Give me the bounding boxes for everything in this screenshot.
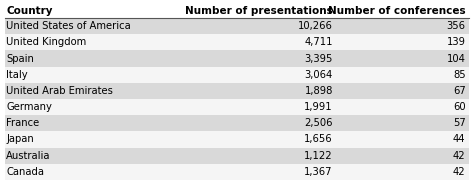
Text: Number of conferences: Number of conferences [328, 6, 465, 16]
FancyBboxPatch shape [5, 50, 469, 67]
Text: 4,711: 4,711 [304, 37, 333, 47]
FancyBboxPatch shape [5, 18, 469, 34]
FancyBboxPatch shape [5, 131, 469, 148]
Text: 42: 42 [453, 167, 465, 177]
Text: 139: 139 [447, 37, 465, 47]
Text: 3,395: 3,395 [304, 53, 333, 63]
FancyBboxPatch shape [5, 115, 469, 131]
FancyBboxPatch shape [5, 2, 191, 18]
Text: Italy: Italy [6, 70, 28, 80]
Text: 1,656: 1,656 [304, 134, 333, 144]
Text: Australia: Australia [6, 151, 51, 161]
FancyBboxPatch shape [5, 164, 469, 180]
Text: 44: 44 [453, 134, 465, 144]
Text: United Arab Emirates: United Arab Emirates [6, 86, 113, 96]
FancyBboxPatch shape [337, 2, 469, 18]
FancyBboxPatch shape [5, 67, 469, 83]
Text: Japan: Japan [6, 134, 34, 144]
Text: Country: Country [6, 6, 53, 16]
FancyBboxPatch shape [191, 2, 337, 18]
Text: United States of America: United States of America [6, 21, 131, 31]
FancyBboxPatch shape [5, 2, 469, 183]
Text: 3,064: 3,064 [305, 70, 333, 80]
Text: 60: 60 [453, 102, 465, 112]
Text: 42: 42 [453, 151, 465, 161]
Text: 57: 57 [453, 118, 465, 128]
FancyBboxPatch shape [5, 83, 469, 99]
FancyBboxPatch shape [5, 34, 469, 50]
Text: 10,266: 10,266 [298, 21, 333, 31]
Text: 2,506: 2,506 [304, 118, 333, 128]
Text: Number of presentations: Number of presentations [185, 6, 333, 16]
Text: France: France [6, 118, 39, 128]
Text: 1,367: 1,367 [304, 167, 333, 177]
Text: Canada: Canada [6, 167, 44, 177]
Text: 1,122: 1,122 [304, 151, 333, 161]
Text: Spain: Spain [6, 53, 34, 63]
Text: 1,991: 1,991 [304, 102, 333, 112]
Text: United Kingdom: United Kingdom [6, 37, 86, 47]
Text: 1,898: 1,898 [304, 86, 333, 96]
Text: Germany: Germany [6, 102, 52, 112]
Text: 67: 67 [453, 86, 465, 96]
FancyBboxPatch shape [5, 148, 469, 164]
Text: 85: 85 [453, 70, 465, 80]
Text: 104: 104 [447, 53, 465, 63]
Text: 356: 356 [447, 21, 465, 31]
FancyBboxPatch shape [5, 99, 469, 115]
